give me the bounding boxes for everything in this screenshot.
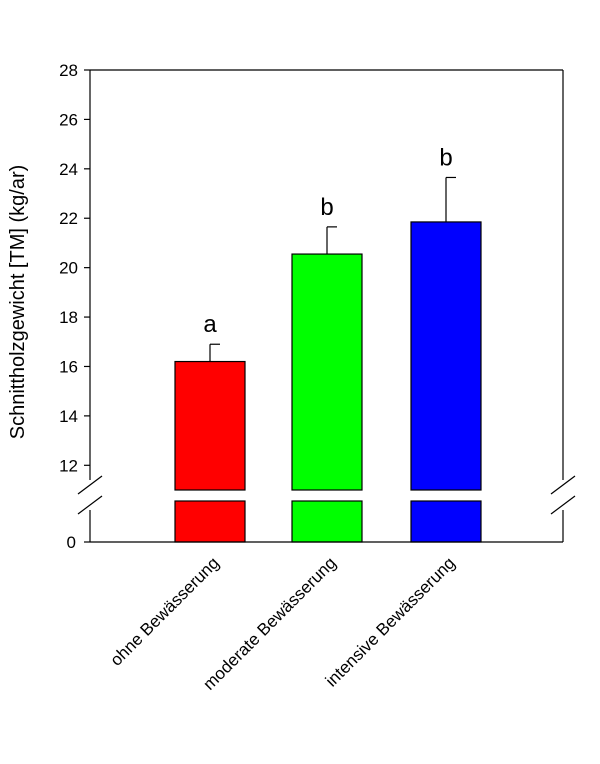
y-tick-label-16: 16 xyxy=(59,357,78,376)
x-category-label-3: intensive Bewässerung xyxy=(322,553,459,690)
y-tick-label-24: 24 xyxy=(59,160,78,179)
significance-label-3: b xyxy=(439,144,452,171)
right-axis-break-mark-1 xyxy=(550,475,576,495)
y-tick-label-12: 12 xyxy=(59,456,78,475)
bars-layer xyxy=(174,176,482,543)
bar-lower-2 xyxy=(291,500,363,543)
significance-label-1: a xyxy=(203,311,217,338)
bar-upper-2 xyxy=(291,253,363,491)
bar-lower-3 xyxy=(410,500,482,543)
y-tick-label-14: 14 xyxy=(59,407,78,426)
x-category-label-1: ohne Bewässerung xyxy=(106,553,222,669)
right-axis-break-mark-2 xyxy=(550,495,576,515)
axes-layer xyxy=(77,69,576,543)
y-tick-label-26: 26 xyxy=(59,110,78,129)
y-tick-label-22: 22 xyxy=(59,209,78,228)
bar-upper-3 xyxy=(410,221,482,491)
y-axis-title: Schnittholzgewicht [TM] (kg/ar) xyxy=(7,165,29,440)
x-category-label-2: moderate Bewässerung xyxy=(199,553,339,693)
y-tick-label-18: 18 xyxy=(59,308,78,327)
y-axis-break-mark-1 xyxy=(77,475,103,495)
bar-upper-1 xyxy=(174,360,246,491)
y-tick-label-zero: 0 xyxy=(67,533,76,552)
y-tick-label-20: 20 xyxy=(59,259,78,278)
y-tick-label-28: 28 xyxy=(59,61,78,80)
significance-label-2: b xyxy=(320,194,333,221)
y-axis-break-mark-2 xyxy=(77,495,103,515)
bar-lower-1 xyxy=(174,500,246,543)
